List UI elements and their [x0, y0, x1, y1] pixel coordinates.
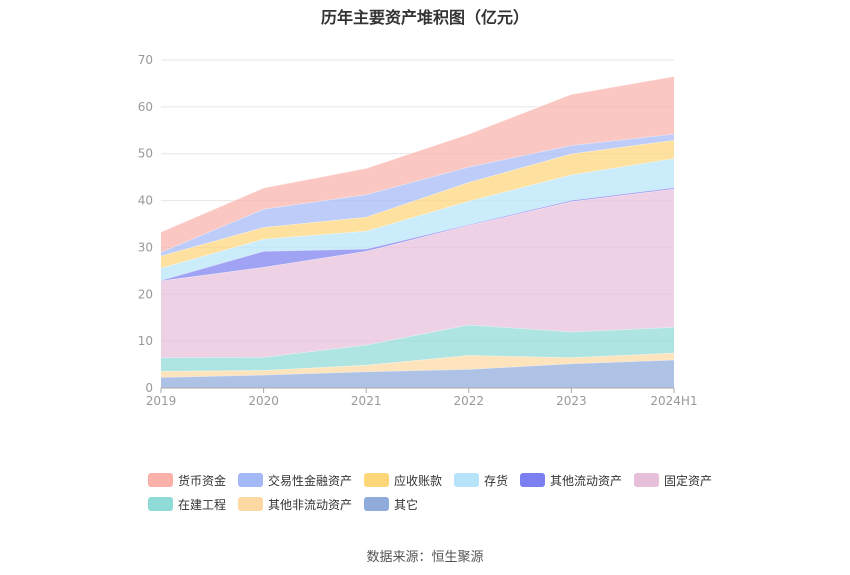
area-其他非流动资产: [161, 352, 674, 378]
legend-label: 货币资金: [178, 473, 227, 488]
legend-item[interactable]: 其他非流动资产: [238, 496, 352, 512]
legend-label: 存货: [484, 473, 509, 488]
y-tick-label: 30: [138, 240, 153, 254]
legend-swatch: [634, 473, 659, 487]
legend-swatch: [454, 473, 479, 487]
area-货币资金: [161, 76, 674, 253]
legend-label: 其他非流动资产: [268, 497, 353, 512]
area-其他流动资产: [161, 187, 674, 281]
legend-label: 应收账款: [394, 473, 443, 488]
legend-item[interactable]: 交易性金融资产: [238, 472, 352, 488]
legend-swatch: [238, 473, 263, 487]
legend-item[interactable]: 其他流动资产: [520, 472, 622, 488]
x-tick-label: 2020: [248, 394, 279, 408]
legend-swatch: [364, 497, 389, 511]
y-tick-label: 60: [138, 100, 153, 114]
y-tick-label: 70: [138, 53, 153, 67]
x-tick-label: 2019: [146, 394, 177, 408]
legend-swatch: [364, 473, 389, 487]
x-tick-label: 2024H1: [650, 394, 697, 408]
axes: 0 10 20 30 40 50 60 70 2019 2020 2021 2022 2023 2024H…: [138, 53, 698, 408]
legend-label: 交易性金融资产: [268, 473, 353, 488]
legend-label: 在建工程: [178, 497, 227, 512]
y-tick-label: 50: [138, 147, 153, 161]
legend-item[interactable]: 在建工程: [148, 496, 226, 512]
source-text: 数据来源：恒生聚源: [366, 550, 484, 565]
area-在建工程: [161, 324, 674, 372]
area-应收账款: [161, 140, 674, 269]
y-tick-label: 40: [138, 194, 153, 208]
legend-item[interactable]: 货币资金: [148, 472, 226, 488]
x-tick-label: 2022: [454, 394, 485, 408]
area-存货: [161, 158, 674, 281]
legend-label: 其他流动资产: [550, 473, 623, 488]
area-top-edge: [160, 75, 675, 233]
legend-item[interactable]: 应收账款: [364, 472, 442, 488]
area-series: [160, 75, 675, 388]
y-tick-label: 10: [138, 334, 153, 348]
area-交易性金融资产: [161, 134, 674, 256]
legend-swatch: [148, 473, 173, 487]
legend-label: 固定资产: [664, 473, 713, 488]
legend-label: 其它: [394, 497, 419, 512]
area-固定资产: [161, 188, 674, 358]
legend-swatch: [238, 497, 263, 511]
legend-item[interactable]: 固定资产: [634, 472, 712, 488]
legend-swatch: [520, 473, 545, 487]
legend-item[interactable]: 其它: [364, 496, 418, 512]
x-tick-label: 2021: [351, 394, 382, 408]
area-其它: [161, 359, 674, 388]
legend-item[interactable]: 存货: [454, 472, 508, 488]
x-tick-label: 2023: [556, 394, 587, 408]
y-tick-label: 20: [138, 287, 153, 301]
legend-swatch: [148, 497, 173, 511]
y-tick-label: 0: [145, 381, 153, 395]
area-top-edge: [160, 188, 675, 282]
chart-title: 历年主要资产堆积图（亿元）: [320, 8, 529, 27]
